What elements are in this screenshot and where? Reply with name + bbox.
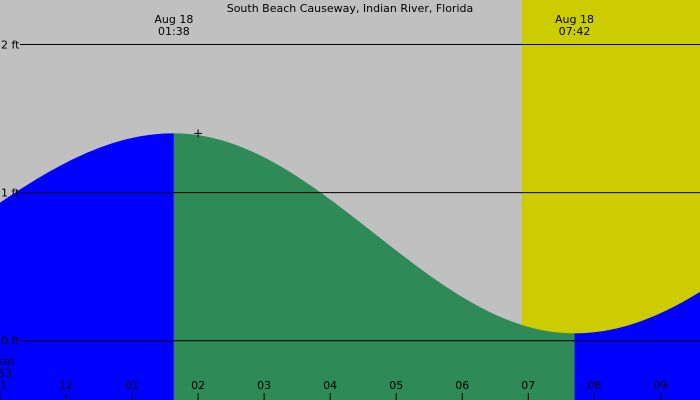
- y-tick-label-2: 2 ft: [1, 38, 20, 51]
- x-tick-label-8: 07: [521, 379, 535, 392]
- tide-time-label-1: 07:42: [559, 25, 591, 38]
- x-tick-label-4: 03: [257, 379, 271, 392]
- x-tick-label-3: 02: [191, 379, 205, 392]
- x-tick-label-6: 05: [389, 379, 403, 392]
- annotation-time-0: 53: [0, 367, 12, 380]
- gridline-layer: [20, 43, 700, 342]
- y-tick-label-1: 1 ft: [1, 187, 20, 200]
- rising-tide-segment-2: [574, 291, 700, 400]
- tide-date-label-0: Aug 18: [154, 13, 193, 26]
- tide-date-label-1: Aug 18: [555, 13, 594, 26]
- x-tick-label-0: 11: [0, 379, 7, 392]
- x-tick-label-2: 01: [125, 379, 139, 392]
- tide-time-label-0: 01:38: [158, 25, 190, 38]
- x-tick-label-1: 12: [59, 379, 73, 392]
- x-tick-label-5: 04: [323, 379, 337, 392]
- y-tick-label-0: 0 ft: [1, 335, 20, 348]
- chart-title: South Beach Causeway, Indian River, Flor…: [227, 2, 474, 15]
- tide-area-layer: [0, 133, 700, 400]
- x-tick-label-9: 08: [587, 379, 601, 392]
- rising-tide-segment-0: [0, 133, 174, 400]
- x-tick-label-10: 09: [653, 379, 667, 392]
- x-tick-label-7: 06: [455, 379, 469, 392]
- annotation-label-0: set: [0, 355, 15, 368]
- high-tide-marker: [194, 129, 203, 138]
- falling-tide-segment-1: [173, 133, 575, 400]
